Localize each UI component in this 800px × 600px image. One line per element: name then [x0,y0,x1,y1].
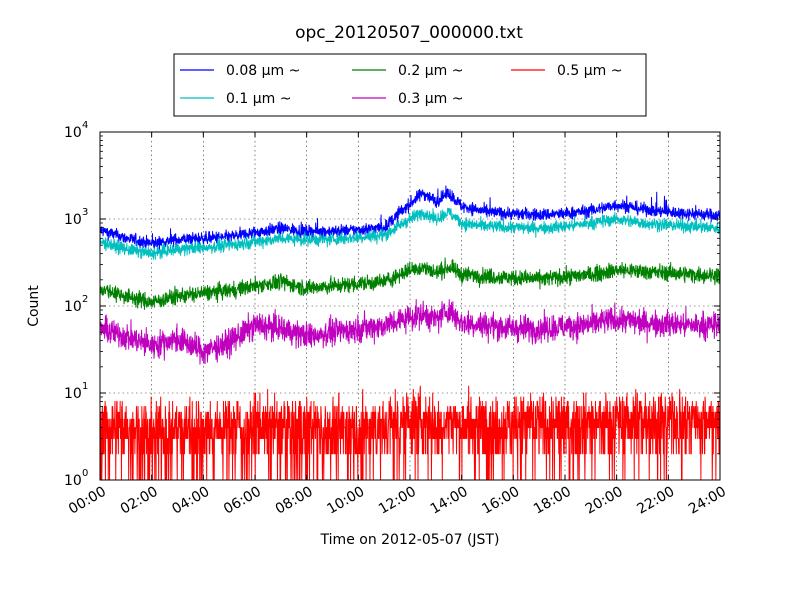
x-tick-label: 22:00 [634,484,677,518]
x-tick-label: 08:00 [273,484,316,518]
legend: 0.08 μm ~ 0.1 μm ~ 0.2 μm ~ 0.3 μm ~ 0.5… [173,53,647,117]
series-line-4 [100,385,720,480]
y-tick-label: 10 0 [64,468,88,489]
x-tick-label: 10:00 [324,484,367,518]
series-layer [100,185,720,480]
chart-title: opc_20120507_000000.txt [295,23,523,43]
y-tick-exp: 2 [82,294,88,305]
legend-label-3: 0.3 μm ~ [398,91,463,107]
legend-label-2: 0.2 μm ~ [398,63,463,79]
x-tick-label: 24:00 [686,484,729,518]
y-tick-exp: 1 [82,381,88,392]
legend-label-4: 0.5 μm ~ [557,63,622,79]
x-tick-label: 14:00 [428,484,471,518]
x-tick-label: 02:00 [118,484,161,518]
y-tick-exp: 0 [82,468,88,479]
y-axis-label: Count [26,285,42,327]
series-line-0 [100,185,720,252]
x-axis-label: Time on 2012-05-07 (JST) [320,532,500,548]
y-tick-base: 10 [64,125,82,141]
y-tick-label: 10 4 [64,120,88,141]
x-tick-label: 04:00 [169,484,212,518]
x-tick-label: 12:00 [376,484,419,518]
y-tick-exp: 3 [82,207,88,218]
y-tick-label: 10 1 [64,381,88,402]
y-tick-exp: 4 [82,120,88,131]
x-tick-label: 16:00 [479,484,522,518]
y-tick-base: 10 [64,299,82,315]
series-line-1 [100,207,720,260]
y-tick-base: 10 [64,473,82,489]
x-tick-label: 18:00 [531,484,574,518]
x-tick-label: 06:00 [221,484,264,518]
y-tick-label: 10 3 [64,207,88,228]
y-tick-base: 10 [64,212,82,228]
legend-label-1: 0.1 μm ~ [226,91,291,107]
series-line-3 [100,298,720,365]
legend-box [173,53,647,117]
y-tick-label: 10 2 [64,294,88,315]
series-line-2 [100,257,720,310]
y-tick-base: 10 [64,386,82,402]
x-tick-label: 20:00 [583,484,626,518]
legend-label-0: 0.08 μm ~ [226,63,300,79]
